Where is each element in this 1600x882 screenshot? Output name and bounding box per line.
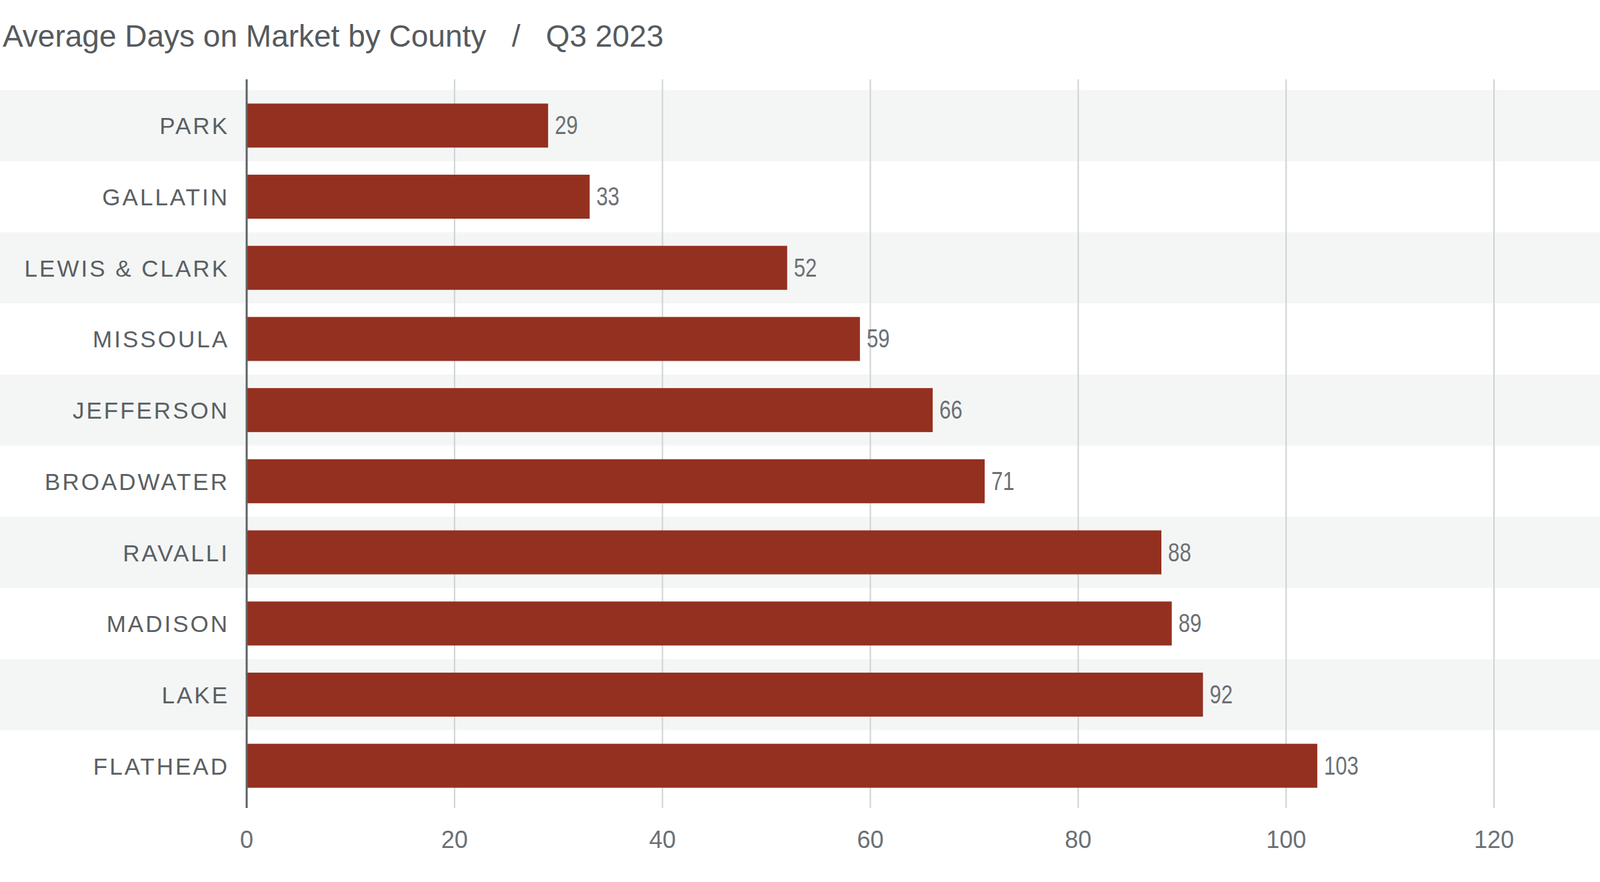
row-band bbox=[0, 232, 1600, 304]
category-label: PARK bbox=[159, 112, 230, 139]
data-label: 29 bbox=[554, 111, 578, 140]
row-band bbox=[0, 516, 1600, 588]
data-label: 59 bbox=[866, 325, 890, 354]
bar bbox=[246, 672, 1203, 717]
data-label: 92 bbox=[1209, 680, 1233, 709]
bar bbox=[246, 103, 548, 148]
chart-root: Average Days on Market by County / Q3 20… bbox=[0, 0, 1600, 882]
category-label: GALLATIN bbox=[102, 184, 230, 210]
data-label: 103 bbox=[1324, 752, 1359, 780]
data-label: 66 bbox=[939, 396, 963, 424]
tick-label: 0 bbox=[240, 826, 254, 854]
tick-label: 20 bbox=[441, 826, 468, 854]
tick-label: 120 bbox=[1474, 826, 1514, 854]
grid-line bbox=[1285, 79, 1287, 808]
grid-line bbox=[1493, 79, 1495, 808]
data-label: 71 bbox=[991, 467, 1015, 496]
data-label: 33 bbox=[596, 182, 620, 211]
bars bbox=[246, 103, 1318, 788]
bar bbox=[246, 744, 1318, 788]
bar bbox=[246, 530, 1162, 575]
category-label: MADISON bbox=[106, 610, 230, 637]
category-label: LAKE bbox=[162, 682, 230, 708]
axis-line bbox=[246, 79, 248, 808]
category-label: JEFFERSON bbox=[72, 397, 230, 424]
tick-label: 80 bbox=[1064, 826, 1092, 854]
bar bbox=[246, 388, 933, 432]
data-label: 88 bbox=[1168, 538, 1192, 567]
row-band bbox=[0, 90, 1600, 162]
row-band bbox=[0, 659, 1600, 731]
bar bbox=[246, 601, 1172, 646]
bar bbox=[246, 316, 860, 361]
tick-label: 60 bbox=[856, 826, 884, 854]
category-label: RAVALLI bbox=[122, 540, 230, 566]
category-label: BROADWATER bbox=[44, 468, 230, 495]
bar bbox=[246, 246, 788, 290]
category-label: LEWIS & CLARK bbox=[24, 255, 230, 282]
bar bbox=[246, 174, 590, 219]
labels: PARK 29 GALLATIN 33 LEWIS & CLARK 52 MISSOULA 5… bbox=[24, 111, 1359, 780]
title: Average Days on Market by County / Q3 20… bbox=[2, 18, 664, 54]
category-label: FLATHEAD bbox=[93, 753, 230, 780]
category-label: MISSOULA bbox=[92, 326, 230, 352]
bar bbox=[246, 459, 985, 504]
row-band bbox=[0, 374, 1600, 446]
data-label: 52 bbox=[794, 254, 818, 282]
tick-label: 40 bbox=[649, 826, 676, 854]
data-label: 89 bbox=[1178, 609, 1202, 638]
tick-label: 100 bbox=[1266, 826, 1306, 854]
chart: Average Days on Market by County / Q3 20… bbox=[0, 0, 1600, 882]
